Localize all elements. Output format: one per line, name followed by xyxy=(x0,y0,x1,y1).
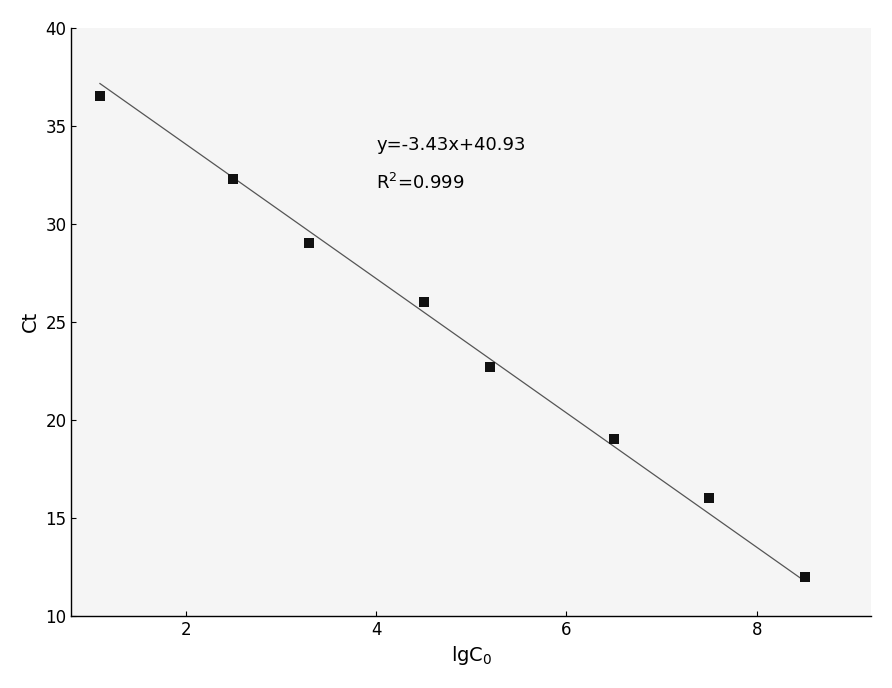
Point xyxy=(702,493,716,504)
Point xyxy=(417,297,431,308)
X-axis label: lgC$_0$: lgC$_0$ xyxy=(450,644,492,667)
Y-axis label: Ct: Ct xyxy=(21,311,40,332)
Point xyxy=(797,571,812,582)
Point xyxy=(226,173,240,184)
Point xyxy=(302,238,317,249)
Point xyxy=(483,361,498,372)
Text: R$^2$=0.999: R$^2$=0.999 xyxy=(376,173,465,193)
Point xyxy=(607,434,621,445)
Text: y=-3.43x+40.93: y=-3.43x+40.93 xyxy=(376,136,525,153)
Point xyxy=(93,91,107,102)
